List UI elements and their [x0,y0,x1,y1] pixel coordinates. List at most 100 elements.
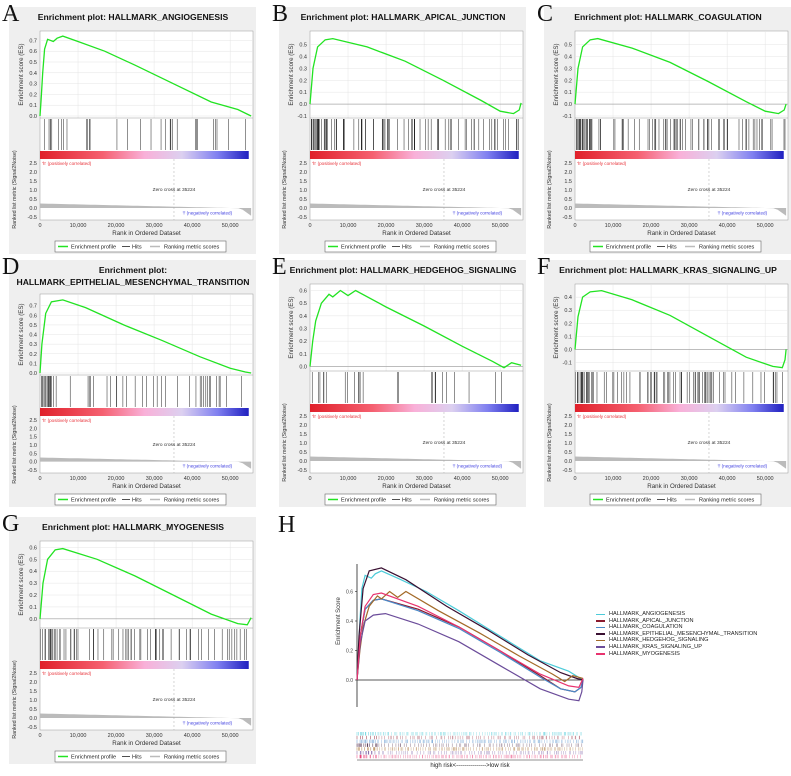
metric-tick-label: 0.5 [29,197,37,203]
legend-box [54,240,227,253]
es-axis-label: Enrichment score (ES) [553,43,560,105]
legend-swatch [596,633,605,635]
metric-tick-label: 0.5 [299,197,307,203]
plot-area [309,283,524,474]
legend-item: HALLMARK_MYOGENESIS [596,651,757,658]
x-tick-label: 50,000 [757,223,774,229]
zero-cross-label: Zero cross at 35224 [153,697,196,703]
legend-hits: Hits [667,245,677,251]
metric-axis-label: Ranked list metric (Signal2Noise) [12,150,18,229]
legend-label: HALLMARK_HEDGEHOG_SIGNALING [609,637,709,644]
legend-hits: Hits [402,245,412,251]
zero-cross-label: Zero cross at 35224 [688,440,731,446]
plot-title: Enrichment plot: HALLMARK_MYOGENESIS [42,522,224,532]
ranking-metric-area [40,713,252,726]
metric-tick-label: -0.5 [298,215,307,221]
metric-tick-label: 1.5 [29,179,37,185]
x-tick-label: 30,000 [146,476,163,482]
x-tick-label: 40,000 [454,223,471,229]
x-tick-label: 20,000 [378,223,395,229]
legend-hits: Hits [132,755,142,761]
metric-tick-label: 2.0 [564,423,572,429]
legend-metric: Ranking metric scores [164,245,220,251]
y-tick-label: 0.5 [299,43,307,49]
ranking-metric-area [575,456,787,469]
metric-axis-label: Ranked list metric (Signal2Noise) [12,660,18,739]
zero-cross-label: Zero cross at 35224 [153,187,196,193]
x-tick-label: 20,000 [108,476,125,482]
legend-swatch [596,639,605,642]
x-axis-label: Rank in Ordered Dataset [112,230,181,237]
enrichment-plot: Enrichment plot: HALLMARK_MYOGENESIS 0.0 0… [9,517,256,764]
metric-tick-label: -0.5 [563,215,572,221]
metric-tick-label: -0.5 [563,468,572,474]
metric-tick-label: 0.5 [564,197,572,203]
legend-metric: Ranking metric scores [699,498,755,504]
series-line-5 [356,612,584,702]
x-tick-label: 0 [573,476,576,482]
x-tick-label: 20,000 [378,476,395,482]
y-tick-label: 0.2 [29,92,37,98]
plot-title: Enrichment plot: HALLMARK_KRAS_SIGNALING… [559,265,777,275]
panel-b: B Enrichment plot: HALLMARK_APICAL_JUNCTI… [272,1,527,255]
ranking-color-bar [40,661,249,669]
x-axis-label: Rank in Ordered Dataset [647,483,716,490]
x-axis-label: Rank in Ordered Dataset [112,483,181,490]
x-tick-label: 20,000 [643,476,660,482]
plot-title: Enrichment plot: HALLMARK_APICAL_JUNCTIO… [301,12,506,22]
positive-label: 'h' (positively correlated) [577,414,627,419]
legend-metric: Ranking metric scores [164,755,220,761]
negative-label: 'l' (negatively correlated) [183,720,233,725]
panel-letter: B [272,1,289,27]
y-tick-label: -0.1 [563,114,572,120]
plot-title: Enrichment plot: HALLMARK_HEDGEHOG_SIGNA… [290,265,517,275]
legend-profile: Enrichment profile [606,498,651,504]
legend-profile: Enrichment profile [341,245,386,251]
y-tick-label: 0.0 [346,678,353,684]
x-tick-label: 30,000 [416,476,433,482]
panel-f: F Enrichment plot: HALLMARK_KRAS_SIGNALIN… [537,254,791,508]
es-axis-label: Enrichment score (ES) [18,43,25,105]
metric-tick-label: 2.5 [29,418,37,424]
legend-item: HALLMARK_COAGULATION [596,624,757,631]
positive-label: 'h' (positively correlated) [42,671,92,676]
ranking-color-bar [40,408,249,416]
zero-cross-label: Zero cross at 35224 [153,442,196,448]
y-tick-label: 0.1 [29,605,37,611]
legend-profile: Enrichment profile [71,245,116,251]
enrichment-plot: Enrichment plot: HALLMARK_HEDGEHOG_SIGNA… [279,260,526,507]
plot-title: Enrichment plot: HALLMARK_COAGULATION [574,12,761,22]
enrichment-plot: Enrichment plot: HALLMARK_ANGIOGENESIS 0.… [9,7,256,254]
x-tick-label: 0 [308,223,311,229]
y-tick-label: 0.1 [29,361,37,367]
negative-label: 'l' (negatively correlated) [183,210,233,215]
metric-tick-label: 1.0 [29,188,37,194]
zero-cross-label: Zero cross at 35224 [688,187,731,193]
y-tick-label: 0.1 [299,352,307,358]
x-tick-label: 50,000 [492,476,509,482]
legend-swatch [596,620,605,622]
ranking-metric-area [310,456,522,469]
legend-box [54,493,227,506]
y-tick-label: 0.0 [564,347,572,353]
x-tick-label: 30,000 [416,223,433,229]
y-tick-label: 0.4 [299,54,307,60]
x-tick-label: 0 [38,476,41,482]
x-tick-label: 20,000 [108,223,125,229]
panel-d: D Enrichment plot: HALLMARK_EPITHELIAL_MES… [2,254,257,508]
metric-tick-label: -0.5 [298,468,307,474]
x-axis-label: Rank in Ordered Dataset [382,483,451,490]
x-tick-label: 0 [573,223,576,229]
legend-swatch [596,613,605,616]
x-tick-label: 0 [38,733,41,739]
legend-item: HALLMARK_KRAS_SIGNALING_UP [596,644,757,651]
panel-letter: A [2,1,20,27]
enrichment-profile-line [309,289,522,369]
y-tick-label: 0.6 [29,313,37,319]
x-tick-label: 40,000 [184,223,201,229]
x-tick-label: 50,000 [222,733,239,739]
panel-c: C Enrichment plot: HALLMARK_COAGULATION -0… [537,1,791,255]
enrichment-profile-line [39,299,252,374]
metric-tick-label: 0.0 [29,460,37,466]
metric-tick-label: 0.0 [29,716,37,722]
